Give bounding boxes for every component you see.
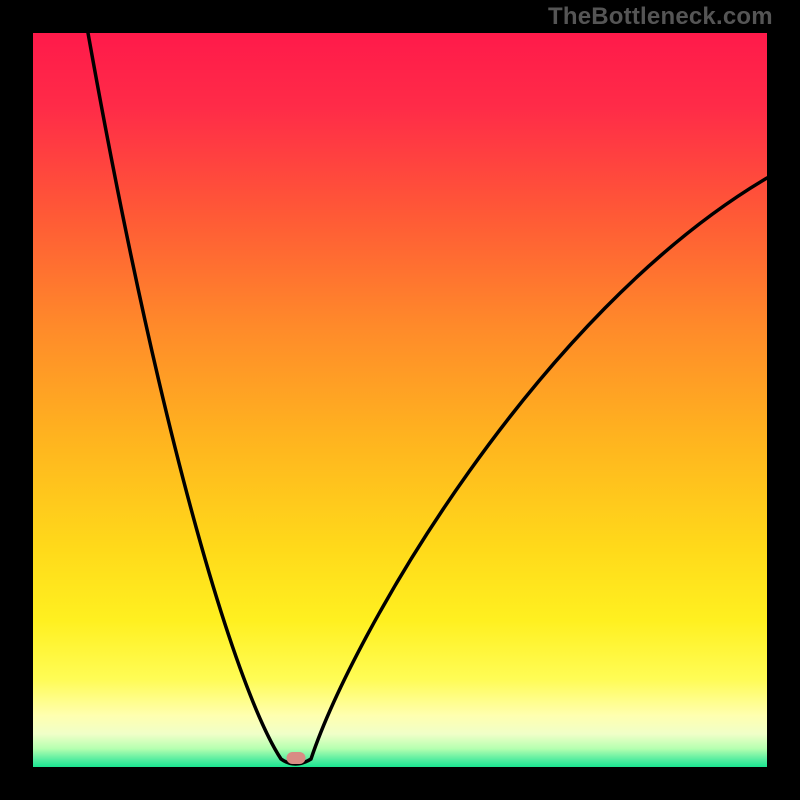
bottleneck-chart xyxy=(33,33,767,767)
watermark-text: TheBottleneck.com xyxy=(548,3,773,31)
optimal-point-marker xyxy=(287,752,306,764)
gradient-background xyxy=(33,33,767,767)
